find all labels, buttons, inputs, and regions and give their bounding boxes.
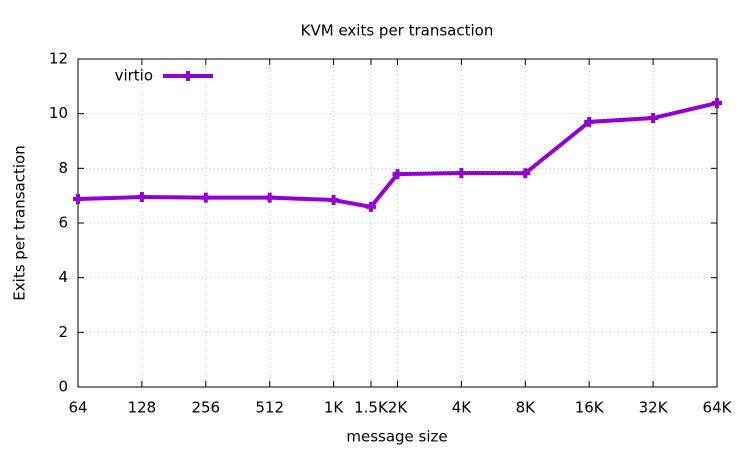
chart-title: KVM exits per transaction	[301, 22, 494, 40]
x-tick-label: 64	[68, 399, 87, 417]
y-axis-label: Exits per transaction	[11, 145, 29, 300]
x-tick-label: 1.5K	[354, 399, 389, 417]
point-marker	[520, 168, 531, 179]
plot-frame	[77, 58, 718, 388]
y-tick-label: 2	[58, 323, 68, 341]
point-marker	[73, 193, 83, 204]
point-marker	[648, 113, 659, 124]
x-axis-label: message size	[346, 428, 447, 446]
legend-marker	[183, 71, 193, 81]
y-tick-label: 0	[58, 378, 68, 396]
point-marker	[365, 201, 376, 212]
x-tick-label: 1K	[324, 399, 345, 417]
x-tick-label: 256	[191, 399, 220, 417]
legend-label: virtio	[115, 67, 153, 85]
x-tick-label: 4K	[452, 399, 473, 417]
point-marker	[136, 192, 147, 203]
x-tick-label: 8K	[516, 399, 537, 417]
x-tick-label: 2K	[388, 399, 409, 417]
point-marker	[264, 192, 275, 203]
point-marker	[200, 192, 211, 203]
series-line	[77, 101, 718, 209]
point-marker	[456, 167, 467, 178]
x-tick-label: 32K	[639, 399, 669, 417]
x-tick-label: 64K	[703, 399, 733, 417]
point-marker	[392, 169, 403, 180]
y-tick-label: 12	[49, 50, 68, 68]
x-tick-label: 128	[128, 399, 157, 417]
y-tick-label: 6	[58, 214, 68, 232]
x-tick-label: 512	[255, 399, 284, 417]
x-tick-label: 16K	[575, 399, 605, 417]
point-marker	[712, 98, 722, 109]
y-tick-label: 10	[49, 104, 68, 122]
y-tick-label: 4	[58, 268, 68, 286]
point-marker	[328, 195, 339, 206]
point-marker	[584, 116, 595, 127]
y-tick-label: 8	[58, 159, 68, 177]
